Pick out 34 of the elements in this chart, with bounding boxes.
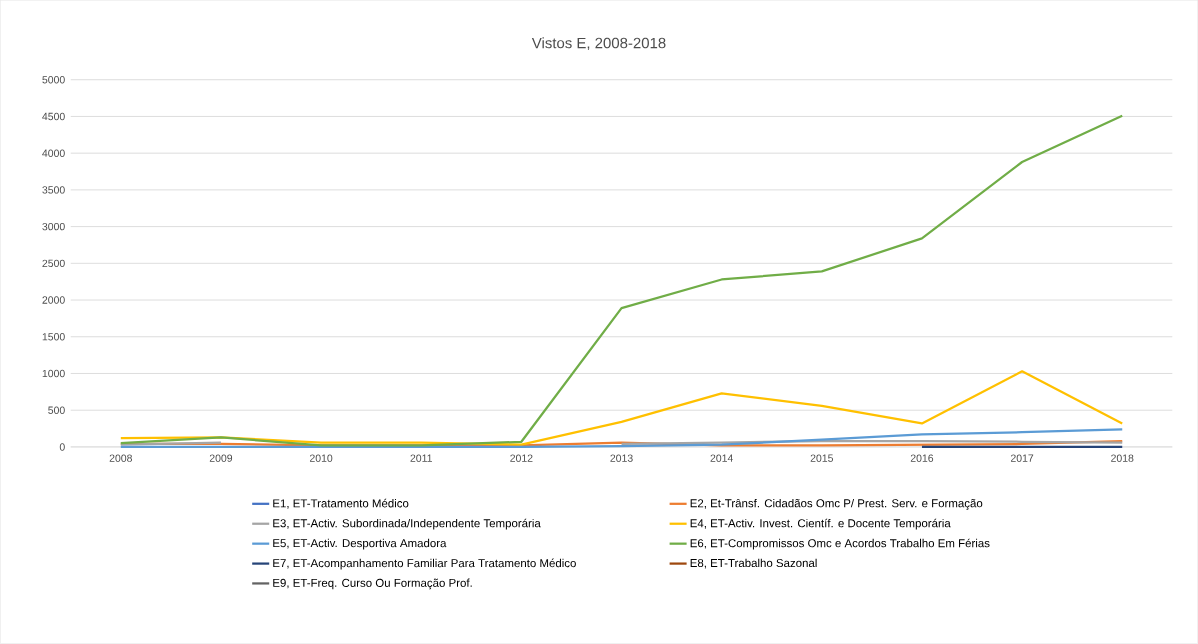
- legend-label: E5, ET-Activ. Desportiva Amadora: [273, 538, 447, 550]
- y-tick-label: 1000: [42, 369, 65, 378]
- y-tick-label: 2000: [42, 296, 65, 304]
- legend-label: E6, ET-Compromissos Omc e Acordos Trabalho Em Férias: [690, 538, 990, 550]
- y-tick-label: 500: [48, 406, 65, 415]
- x-tick-label: 2017: [1010, 454, 1034, 462]
- y-tick-label: 2500: [42, 259, 65, 268]
- line-series: [119, 370, 1124, 446]
- y-tick-label: 5000: [42, 76, 65, 84]
- y-tick-label: 3000: [42, 223, 65, 231]
- x-tick-label: 2010: [309, 454, 333, 462]
- x-tick-label: 2013: [610, 454, 633, 462]
- line-series: [119, 114, 1124, 447]
- legend-label: E8, ET-Trabalho Sazonal: [690, 558, 817, 569]
- legend-label: E3, ET-Activ. Subordinada/Independente Temporária: [273, 518, 541, 530]
- legend-label: E4, ET-Activ. Invest. Científ. e Docente Temporária: [690, 518, 951, 530]
- x-tick-label: 2008: [109, 454, 132, 462]
- x-tick-label: 2016: [910, 454, 934, 462]
- legend-label: E7, ET-Acompanhamento Familiar Para Tratamento Médico: [273, 558, 576, 570]
- y-tick-label: 4000: [42, 149, 65, 158]
- legend-label: E1, ET-Tratamento Médico: [273, 498, 409, 509]
- legend-label: E9, ET-Freq. Curso Ou Formação Prof.: [273, 578, 472, 590]
- y-tick-label: 0: [59, 443, 65, 451]
- x-tick-label: 2009: [209, 454, 233, 462]
- x-tick-label: 2014: [710, 454, 733, 462]
- x-tick-label: 2012: [510, 454, 533, 462]
- x-tick-label: 2011: [410, 454, 432, 462]
- x-tick-label: 2015: [810, 454, 833, 462]
- y-tick-label: 1500: [42, 333, 65, 341]
- chart-title: Vistos E, 2008-2018: [531, 37, 666, 51]
- x-tick-label: 2018: [1111, 454, 1134, 462]
- y-tick-label: 4500: [42, 112, 65, 121]
- legend-label: E2, Et-Trânsf. Cidadãos Omc P/ Prest. Serv. e Formação: [690, 499, 983, 510]
- y-tick-label: 3500: [42, 186, 65, 194]
